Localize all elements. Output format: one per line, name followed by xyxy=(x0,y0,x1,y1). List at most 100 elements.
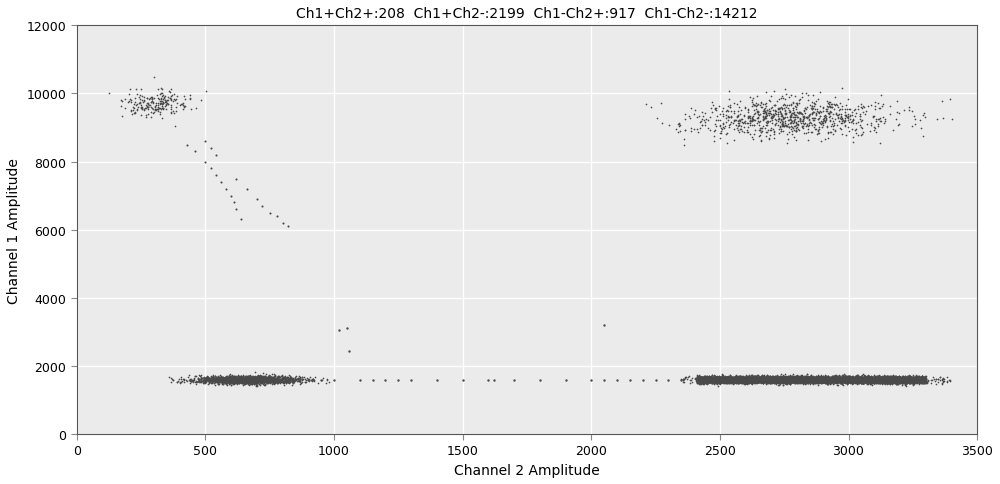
Point xyxy=(719,376,735,383)
Point xyxy=(825,375,841,383)
Point xyxy=(226,375,242,382)
Point xyxy=(796,376,812,383)
Point xyxy=(786,377,802,384)
Point xyxy=(847,376,863,384)
Point xyxy=(750,374,766,382)
Point xyxy=(699,375,715,382)
Point xyxy=(228,373,244,381)
Point xyxy=(876,378,892,386)
Point xyxy=(870,374,886,382)
Point xyxy=(788,376,804,384)
Point xyxy=(254,374,270,381)
Point xyxy=(690,378,706,385)
Point xyxy=(698,375,714,383)
Point xyxy=(880,372,896,380)
Point xyxy=(853,377,869,384)
Point xyxy=(802,375,818,383)
Point xyxy=(218,376,234,384)
Point xyxy=(783,377,799,385)
Point xyxy=(904,376,920,384)
Point xyxy=(708,377,724,385)
Point xyxy=(816,378,832,386)
Point xyxy=(822,375,838,382)
Point xyxy=(908,376,924,384)
Point xyxy=(818,374,834,382)
Point xyxy=(879,377,895,384)
Point xyxy=(909,376,925,384)
Point xyxy=(803,377,819,384)
Point xyxy=(703,376,719,383)
Point xyxy=(704,374,720,381)
Point xyxy=(870,376,886,383)
Point xyxy=(706,374,722,382)
Point xyxy=(768,376,784,383)
Point xyxy=(249,377,265,384)
Point xyxy=(714,377,730,385)
Point xyxy=(718,376,734,384)
Point xyxy=(856,376,872,384)
Point xyxy=(834,375,850,382)
Point xyxy=(873,373,889,381)
Point xyxy=(862,375,878,383)
Point xyxy=(803,375,819,383)
Point xyxy=(797,377,813,384)
Point xyxy=(261,378,277,386)
Point xyxy=(825,372,841,380)
Point xyxy=(259,377,275,385)
Point xyxy=(890,376,906,384)
Point xyxy=(766,378,782,386)
Point xyxy=(819,376,835,384)
Point xyxy=(137,105,153,112)
Point xyxy=(221,374,237,382)
Point xyxy=(818,376,834,384)
Point xyxy=(794,375,810,382)
Point xyxy=(795,375,811,383)
Point xyxy=(772,376,788,383)
Point xyxy=(828,376,844,383)
Point xyxy=(853,376,869,384)
Point xyxy=(773,112,789,120)
Point xyxy=(886,376,902,383)
Point xyxy=(802,377,818,384)
Point xyxy=(820,374,836,382)
Point xyxy=(891,376,907,384)
Point xyxy=(796,121,812,129)
Point xyxy=(873,377,889,384)
Point xyxy=(916,378,932,385)
Point xyxy=(786,376,802,384)
Point xyxy=(705,376,721,383)
Point xyxy=(758,376,774,383)
Point xyxy=(784,375,800,382)
Point xyxy=(897,379,913,387)
Point xyxy=(878,376,894,384)
Point xyxy=(771,375,787,383)
Point xyxy=(912,375,928,383)
Point xyxy=(766,128,782,136)
Point xyxy=(756,373,772,380)
Point xyxy=(253,375,269,382)
Point xyxy=(859,375,875,383)
Point xyxy=(804,375,820,383)
Point xyxy=(766,135,782,143)
Point xyxy=(237,376,253,383)
Point xyxy=(234,375,250,383)
Point xyxy=(843,376,859,384)
Point xyxy=(772,377,788,384)
Point xyxy=(883,378,899,385)
Point xyxy=(230,378,246,385)
Point xyxy=(237,377,253,384)
Point xyxy=(792,376,808,384)
Point xyxy=(905,378,921,386)
Point xyxy=(709,378,725,386)
Point xyxy=(910,377,926,385)
Point xyxy=(878,375,894,383)
Point xyxy=(839,376,855,383)
Point xyxy=(788,377,804,385)
Point xyxy=(699,373,715,380)
Point xyxy=(761,97,777,105)
Point xyxy=(827,376,843,383)
Point xyxy=(746,102,762,110)
Point xyxy=(833,376,849,383)
Point xyxy=(799,378,815,385)
Point xyxy=(696,376,712,383)
